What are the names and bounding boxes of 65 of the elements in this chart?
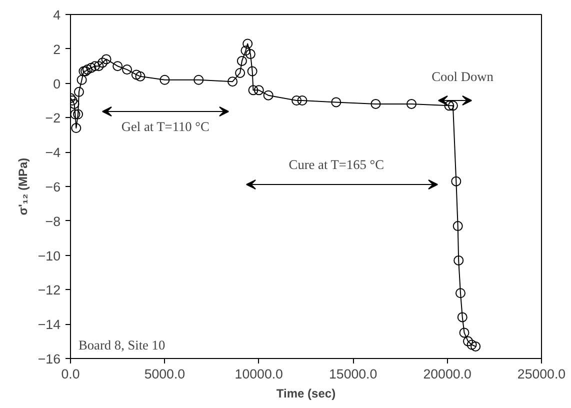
annotation: Gel at T=110 °C (121, 119, 210, 134)
point (90, 61, 100, 72)
point (248, 85, 258, 96)
point (235, 68, 246, 78)
point (194, 74, 204, 85)
point (70, 109, 80, 120)
y-tick-label: −2 (45, 110, 61, 126)
point (73, 109, 84, 120)
point (263, 90, 274, 100)
point (448, 100, 458, 111)
point (245, 49, 256, 60)
point (455, 288, 466, 298)
point (98, 58, 108, 68)
point (160, 74, 170, 85)
point (74, 86, 84, 97)
y-tick-label: −12 (38, 282, 60, 298)
point (76, 74, 87, 85)
y-tick-label: −6 (45, 180, 61, 194)
x-tick-label: 5000.0 (144, 366, 186, 382)
x-tick-label: 10000.0 (234, 366, 283, 382)
point (454, 255, 464, 266)
point (292, 96, 302, 106)
x-tick-label: 15000.0 (329, 366, 378, 382)
point (131, 70, 142, 80)
point (451, 176, 462, 186)
y-tick-label: −10 (38, 248, 60, 264)
y-tick-label: 4 (53, 8, 62, 22)
point (370, 98, 381, 109)
x-axis-title: Time (sec) (276, 386, 336, 400)
point (71, 123, 82, 134)
point (247, 66, 258, 76)
y-tick-label: −16 (38, 352, 60, 366)
point (331, 97, 342, 108)
annotation: Cool Down (432, 69, 494, 84)
y-tick-label: −4 (45, 145, 62, 160)
point (86, 62, 96, 73)
point (470, 341, 481, 352)
point (297, 96, 308, 106)
point (463, 336, 474, 346)
point (112, 61, 123, 72)
point (228, 76, 238, 87)
point (94, 61, 104, 72)
point (459, 328, 470, 338)
annotation: Cure at T=165 °C (288, 157, 384, 172)
point (122, 64, 132, 75)
point (452, 221, 463, 232)
x-tick-label: 25000.0 (517, 366, 566, 382)
point (101, 54, 112, 64)
point (444, 100, 454, 111)
point (254, 85, 264, 96)
x-tick-label: 0.0 (61, 366, 80, 382)
y-tick-label: −14 (38, 317, 62, 332)
point (135, 71, 146, 82)
point (406, 98, 417, 109)
y-tick-label: −8 (45, 214, 61, 229)
annotation: Board 8, Site 10 (78, 338, 166, 352)
point (240, 46, 251, 56)
y-tick-label: 2 (53, 42, 61, 57)
point (236, 56, 247, 66)
point (457, 312, 468, 322)
y-axis-title: σ'₁₂ (MPa) (16, 158, 30, 216)
x-tick-label: 20000.0 (423, 366, 472, 382)
point (70, 98, 80, 109)
point (242, 38, 253, 49)
y-tick-label: 0 (53, 76, 61, 92)
